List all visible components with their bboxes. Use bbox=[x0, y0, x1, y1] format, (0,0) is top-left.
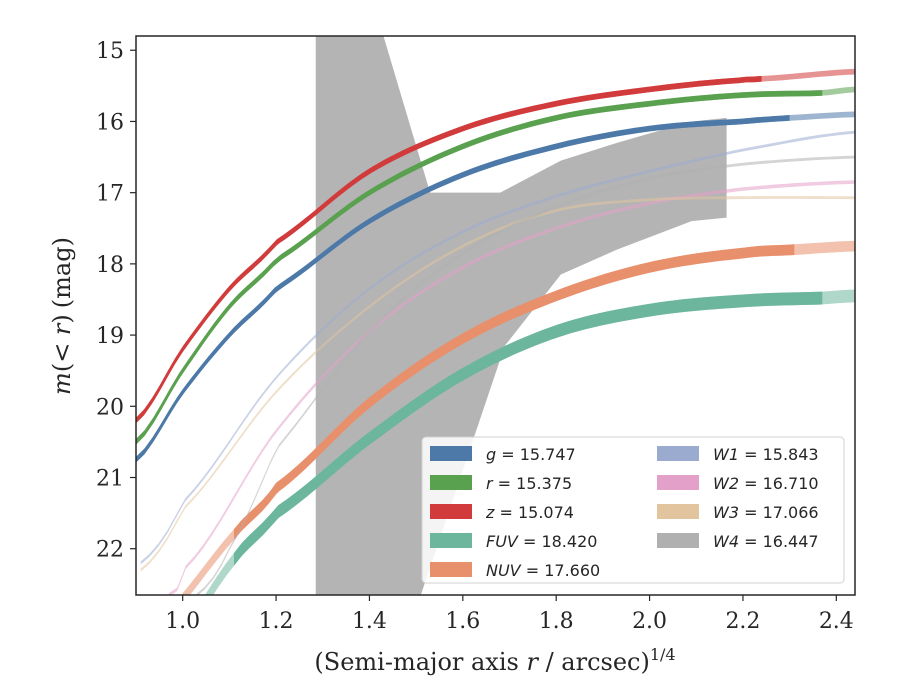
legend-swatch-g bbox=[430, 446, 472, 461]
x-tick-label: 1.0 bbox=[165, 609, 200, 634]
x-tick-label: 2.2 bbox=[725, 609, 760, 634]
x-tick-label: 1.4 bbox=[352, 609, 387, 634]
legend-label-w4: W4 = 16.447 bbox=[713, 532, 819, 551]
y-tick-label: 18 bbox=[96, 253, 124, 278]
x-axis-label: (Semi-major axis r / arcsec)1/4 bbox=[314, 645, 675, 676]
y-axis-label: m(< r)(mag) bbox=[48, 237, 76, 395]
legend-label-g: g = 15.747 bbox=[486, 445, 576, 464]
legend-label-w2: W2 = 16.710 bbox=[713, 474, 819, 493]
legend-swatch-w2 bbox=[657, 475, 699, 490]
series-w1-curve-faint bbox=[140, 130, 855, 565]
y-tick-label: 16 bbox=[96, 110, 124, 135]
legend-label-fuv: FUV = 18.420 bbox=[486, 532, 597, 551]
y-tick-label: 17 bbox=[96, 182, 124, 207]
legend: g = 15.747 r = 15.375 z = 15.074 FUV = 18.4… bbox=[421, 436, 845, 584]
legend-frame bbox=[421, 436, 845, 584]
legend-label-z: z = 15.074 bbox=[485, 503, 574, 522]
legend-swatch-z bbox=[430, 504, 472, 519]
legend-label-r: r = 15.375 bbox=[486, 474, 572, 493]
legend-swatch-w4 bbox=[657, 533, 699, 548]
plot-frame bbox=[135, 35, 856, 596]
series-w3-curve-faint bbox=[140, 196, 855, 572]
y-tick-label: 21 bbox=[96, 467, 124, 492]
y-tick-label: 15 bbox=[96, 39, 124, 64]
y-tick-label: 20 bbox=[96, 395, 124, 420]
legend-swatch-w3 bbox=[657, 504, 699, 519]
legend-swatch-r bbox=[430, 475, 472, 490]
legend-label-w3: W3 = 17.066 bbox=[713, 503, 819, 522]
x-tick-label: 2.0 bbox=[632, 609, 667, 634]
x-tick-label: 1.2 bbox=[259, 609, 294, 634]
legend-swatch-nuv bbox=[430, 562, 472, 577]
legend-label-nuv: NUV = 17.660 bbox=[486, 561, 600, 580]
series-fuv-curve bbox=[234, 291, 823, 566]
y-tick-label: 22 bbox=[96, 538, 124, 563]
y-tick-label: 19 bbox=[96, 324, 124, 349]
x-tick-label: 1.8 bbox=[539, 609, 574, 634]
legend-swatch-fuv bbox=[430, 533, 472, 548]
legend-label-w1: W1 = 15.843 bbox=[713, 445, 819, 464]
legend-swatch-w1 bbox=[657, 446, 699, 461]
x-tick-label: 2.4 bbox=[819, 609, 854, 634]
x-tick-label: 1.6 bbox=[445, 609, 480, 634]
shaded-region-w4 bbox=[315, 36, 727, 595]
